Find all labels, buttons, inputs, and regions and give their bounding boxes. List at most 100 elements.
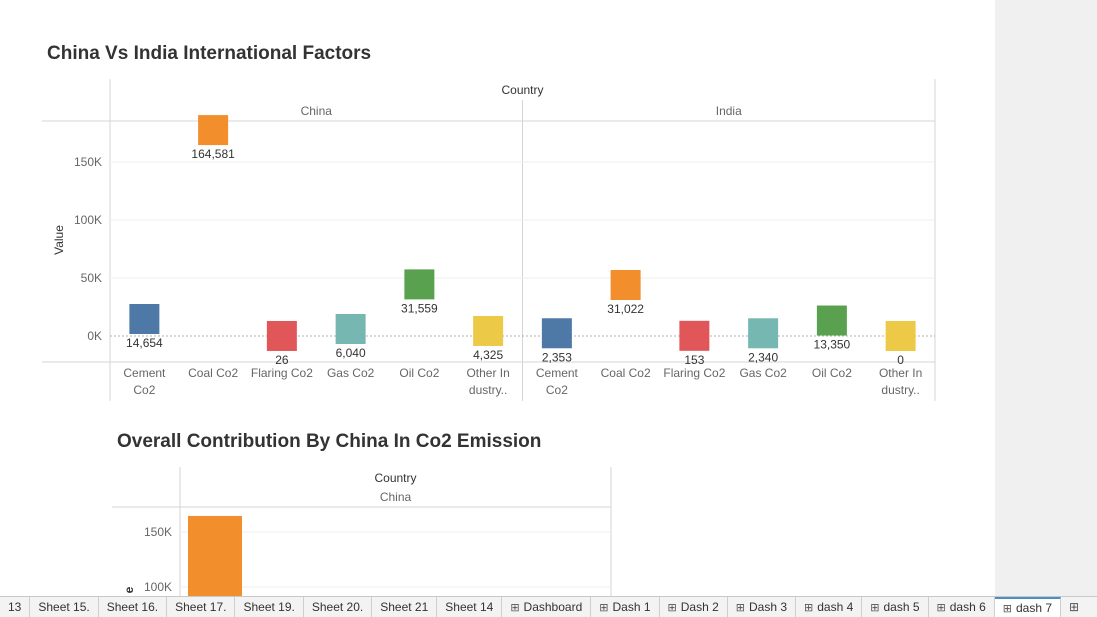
dashboard-grid-icon: ⊞: [735, 601, 745, 614]
data-label: 2,353: [542, 350, 572, 364]
sheet-tab-label: Dash 2: [680, 600, 719, 614]
data-label: 6,040: [336, 346, 366, 360]
y-tick-label: 50K: [81, 271, 102, 285]
chart2-country-header: Country: [374, 471, 416, 485]
sheet-tab-bar: 13 Sheet 15. Sheet 16. Sheet 17. Sheet 19. Sh…: [0, 596, 1097, 617]
y-tick-label: 150K: [74, 155, 102, 169]
x-category-label: Flaring Co2: [251, 366, 313, 380]
sheet-tab-13[interactable]: 13: [0, 597, 31, 617]
data-label: 26: [275, 353, 289, 367]
data-label: 4,325: [473, 348, 503, 362]
sheet-tab-sheet-16-[interactable]: Sheet 16.: [99, 597, 168, 617]
sheet-tab-dash-5[interactable]: ⊞ dash 5: [862, 597, 929, 617]
bar-india-1[interactable]: [610, 270, 641, 301]
x-category-label: Cement: [123, 366, 166, 380]
data-label: 31,022: [607, 302, 644, 316]
x-category-label: Other In: [466, 366, 509, 380]
sheet-tab-label: Dash 3: [748, 600, 788, 614]
panel-label-india: India: [716, 104, 742, 118]
bar-india-0[interactable]: [541, 318, 572, 349]
chart1-svg: Country 0K 50K 100K 150K Value China 14,654 Ceme…: [42, 79, 936, 401]
sheet-tab-label: dash 6: [949, 600, 986, 614]
chart2-bar-china[interactable]: [188, 515, 242, 596]
chart2-y-tick-label: 100K: [144, 580, 172, 594]
x-category-label: dustry..: [469, 383, 507, 397]
chart2-title: Overall Contribution By China In Co2 Emi…: [117, 431, 542, 452]
dashboard-grid-icon: ⊞: [599, 601, 609, 614]
sheet-tab-label: 13: [8, 600, 22, 614]
bar-india-4[interactable]: [816, 305, 847, 336]
sheet-tab-label: Sheet 14: [445, 600, 494, 614]
sheet-tab-sheet-21[interactable]: Sheet 21: [372, 597, 438, 617]
sheet-tab-sheet-17-[interactable]: Sheet 17.: [167, 597, 236, 617]
panel-label-china: China: [301, 104, 333, 118]
x-category-label: Co2: [546, 383, 568, 397]
bar-china-0[interactable]: [129, 304, 160, 335]
x-category-label: Flaring Co2: [663, 366, 725, 380]
sheet-tab-sheet-20-[interactable]: Sheet 20.: [304, 597, 373, 617]
new-sheet-icon[interactable]: ⊞: [1069, 600, 1080, 614]
dashboard-grid-icon: ⊞: [804, 601, 814, 614]
sheet-tab-sheet-15-[interactable]: Sheet 15.: [30, 597, 99, 617]
bar-india-5[interactable]: [885, 321, 916, 351]
bar-india-2[interactable]: [679, 320, 710, 351]
data-label: 2,340: [748, 350, 778, 364]
sheet-tab-dash-3[interactable]: ⊞ Dash 3: [728, 597, 797, 617]
chart1-title: China Vs India International Factors: [47, 43, 372, 64]
sheet-tab-label: Sheet 19.: [243, 600, 295, 614]
sheet-tab-dash-6[interactable]: ⊞ dash 6: [929, 597, 995, 617]
bar-india-3[interactable]: [748, 318, 779, 349]
chart2-y-axis-label: e: [122, 586, 136, 593]
right-pane: [995, 0, 1097, 596]
x-category-label: Oil Co2: [812, 366, 852, 380]
x-category-label: Oil Co2: [399, 366, 439, 380]
bar-china-1[interactable]: [198, 115, 229, 146]
x-category-label: Cement: [536, 366, 579, 380]
bar-china-3[interactable]: [335, 313, 366, 344]
sheet-tab-label: dash 5: [883, 600, 920, 614]
sheet-tab-sheet-19-[interactable]: Sheet 19.: [235, 597, 304, 617]
x-category-label: Gas Co2: [739, 366, 787, 380]
bar-china-2[interactable]: [266, 320, 297, 351]
dashboard-canvas: China Vs India International Factors Cou…: [42, 43, 936, 596]
sheet-tab-label: Sheet 15.: [38, 600, 90, 614]
dashboard-grid-icon: ⊞: [1002, 602, 1012, 615]
sheet-tab-label: Sheet 17.: [175, 600, 227, 614]
sheet-tab-label: Dashboard: [523, 600, 583, 614]
sheet-tab-label: dash 4: [817, 600, 854, 614]
data-label: 13,350: [814, 338, 851, 352]
sheet-tab-label: dash 7: [1015, 601, 1053, 615]
dashboard-grid-icon: ⊞: [667, 601, 677, 614]
sheet-tab-label: Sheet 20.: [311, 600, 364, 614]
sheet-tab-label: Sheet 16.: [106, 600, 159, 614]
country-header: Country: [501, 83, 543, 97]
dashboard-grid-icon: ⊞: [870, 601, 880, 614]
data-label: 31,559: [401, 301, 438, 315]
chart2-panel-label: China: [380, 490, 412, 504]
x-category-label: Coal Co2: [601, 366, 651, 380]
bar-china-4[interactable]: [404, 269, 435, 300]
chart2-svg: Country China 100K 150K e: [112, 467, 612, 596]
y-axis-label: Value: [52, 225, 66, 255]
dashboard-grid-icon: ⊞: [510, 601, 520, 614]
sheet-tab-dash-1[interactable]: ⊞ Dash 1: [591, 597, 660, 617]
chart2-y-tick-label: 150K: [144, 525, 172, 539]
x-category-label: dustry..: [881, 383, 919, 397]
sheet-tab-dash-2[interactable]: ⊞ Dash 2: [660, 597, 728, 617]
x-category-label: Co2: [133, 383, 155, 397]
y-tick-label: 0K: [87, 329, 102, 343]
data-label: 0: [897, 353, 904, 367]
dashboard-grid-icon: ⊞: [936, 601, 946, 614]
x-category-label: Gas Co2: [327, 366, 375, 380]
sheet-tab-dash-4[interactable]: ⊞ dash 4: [796, 597, 863, 617]
data-label: 153: [684, 353, 704, 367]
sheet-tab-label: Dash 1: [612, 600, 651, 614]
y-tick-label: 100K: [74, 213, 102, 227]
bar-china-5[interactable]: [473, 315, 504, 346]
data-label: 164,581: [191, 147, 235, 161]
sheet-tab-dash-7[interactable]: ⊞ dash 7: [994, 597, 1062, 617]
sheet-tab-sheet-14[interactable]: Sheet 14: [437, 597, 503, 617]
sheet-tab-dashboard[interactable]: ⊞ Dashboard: [502, 597, 592, 617]
data-label: 14,654: [126, 336, 163, 350]
x-category-label: Coal Co2: [188, 366, 238, 380]
